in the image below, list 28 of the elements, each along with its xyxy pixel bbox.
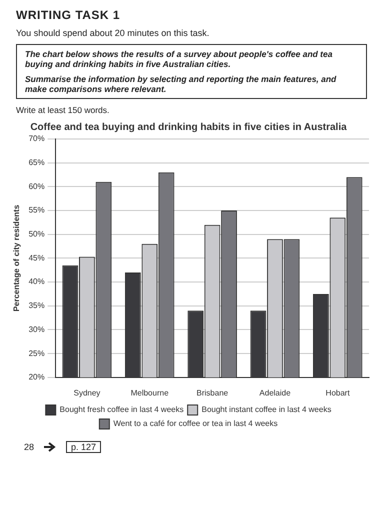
x-tick-label: Melbourne (130, 388, 170, 398)
text: p. 127 (66, 441, 102, 453)
legend-label: Bought instant coffee in last 4 weeks (202, 405, 332, 414)
legend-label: Bought fresh coffee in last 4 weeks (60, 405, 184, 414)
y-tick-label: 70% (28, 134, 45, 144)
y-tick-label: 35% (28, 301, 45, 310)
y-tick-label: 50% (28, 230, 45, 239)
y-tick-label: 30% (28, 324, 45, 334)
text: You should spend about 20 minutes on this task. (16, 28, 210, 38)
x-tick-label: Hobart (326, 388, 350, 398)
y-tick-label: 25% (28, 348, 45, 358)
y-tick-label: 45% (28, 253, 45, 262)
text: Write at least 150 words. (16, 105, 110, 115)
y-tick-label: 55% (28, 206, 45, 215)
y-tick-label: 65% (28, 158, 45, 168)
x-tick-label: Sydney (74, 388, 100, 398)
y-tick-label: 60% (28, 182, 45, 191)
text: WRITING TASK 1 (16, 8, 122, 22)
chart-title: Coffee and tea buying and drinking habits in five cities in Australia (30, 122, 348, 133)
text: Summarise the information by selecting and reporting the main features, and make comparisons where relevant. (25, 74, 338, 94)
y-axis-title: Percentage of city residents (12, 204, 22, 312)
text: 28 (24, 442, 34, 452)
y-tick-label: 20% (28, 372, 45, 382)
y-tick-label: 40% (28, 277, 45, 286)
legend-label: Went to a café for coffee or tea in last 4 weeks (113, 419, 278, 428)
x-tick-label: Adelaide (259, 388, 292, 398)
x-tick-label: Brisbane (196, 388, 229, 398)
text: The chart below shows the results of a survey about people's coffee and tea buying and drinking habits in five Australian cities. (25, 49, 334, 69)
